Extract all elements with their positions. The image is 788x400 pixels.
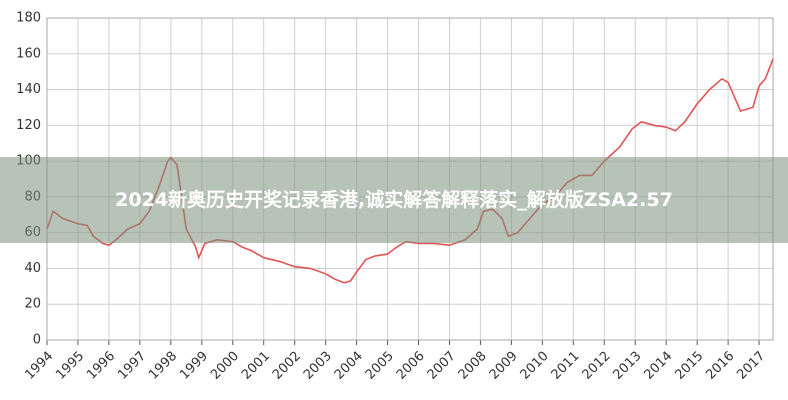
- x-tick-label: 1996: [84, 349, 118, 383]
- x-tick-label: 2017: [734, 349, 768, 383]
- x-tick-label: 2009: [487, 349, 521, 383]
- x-tick-label: 2015: [672, 349, 706, 383]
- y-tick-label: 20: [24, 297, 41, 312]
- x-tick-label: 2006: [394, 349, 428, 383]
- y-tick-label: 40: [24, 261, 41, 276]
- y-tick-label: 120: [16, 118, 41, 133]
- y-tick-label: 160: [16, 46, 41, 61]
- y-tick-label: 180: [16, 11, 41, 26]
- x-tick-label: 1999: [177, 349, 211, 383]
- x-tick-label: 1994: [22, 349, 56, 383]
- x-tick-label: 1995: [53, 349, 87, 383]
- x-tick-label: 1998: [146, 349, 180, 383]
- x-tick-label: 2008: [456, 349, 490, 383]
- x-tick-label: 2012: [580, 349, 614, 383]
- x-tick-label: 2000: [208, 349, 242, 383]
- y-tick-label: 0: [33, 333, 41, 348]
- x-tick-label: 2004: [332, 349, 366, 383]
- x-tick-label: 2011: [549, 349, 583, 383]
- x-tick-label: 2016: [703, 349, 737, 383]
- x-tick-label: 2001: [239, 349, 273, 383]
- x-tick-label: 2003: [301, 349, 335, 383]
- x-tick-label: 2013: [611, 349, 645, 383]
- x-tick-label: 2005: [363, 349, 397, 383]
- banner-title: 2024新奥历史开奖记录香港,诚实解答解释落实_解放版ZSA2.57: [115, 189, 673, 211]
- x-tick-label: 2014: [641, 349, 675, 383]
- x-tick-label: 2010: [518, 349, 552, 383]
- banner: 2024新奥历史开奖记录香港,诚实解答解释落实_解放版ZSA2.57: [0, 157, 788, 243]
- x-tick-label: 2007: [425, 349, 459, 383]
- x-tick-label: 2002: [270, 349, 304, 383]
- y-tick-label: 140: [16, 82, 41, 97]
- x-tick-label: 1997: [115, 349, 149, 383]
